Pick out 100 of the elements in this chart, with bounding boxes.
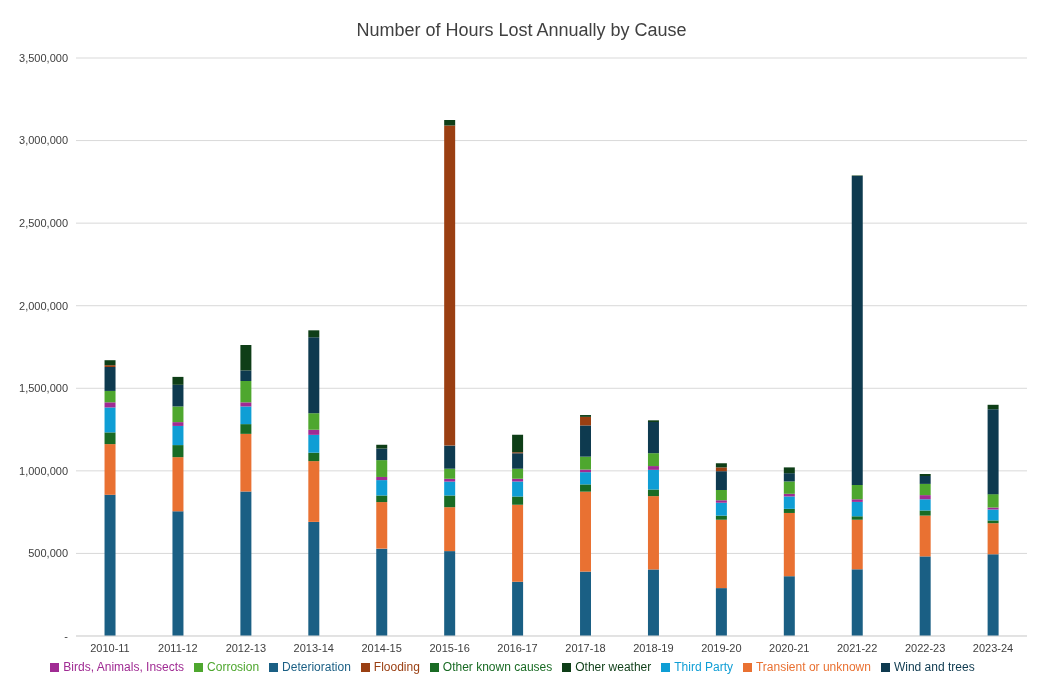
bar xyxy=(783,496,795,509)
bar xyxy=(240,370,252,382)
bar xyxy=(512,453,524,469)
x-tick-label: 2015-16 xyxy=(429,641,470,654)
bar xyxy=(308,452,320,462)
bar xyxy=(104,360,116,366)
bar xyxy=(512,468,524,479)
bar xyxy=(512,481,524,497)
bar xyxy=(172,384,184,407)
bar xyxy=(104,390,116,403)
bar xyxy=(240,402,252,407)
bar xyxy=(104,402,116,408)
bar xyxy=(308,461,320,522)
bar xyxy=(308,337,320,414)
bar xyxy=(783,481,795,494)
bar xyxy=(783,512,795,577)
bar xyxy=(987,494,999,508)
x-tick-label: 2012-13 xyxy=(225,641,267,654)
bar xyxy=(376,502,388,549)
y-tick-label: 2,000,000 xyxy=(19,299,68,312)
bar xyxy=(172,425,184,446)
bar xyxy=(987,409,999,495)
bar xyxy=(104,494,116,636)
bar xyxy=(580,472,592,485)
bar xyxy=(444,478,456,482)
bar xyxy=(240,406,252,425)
legend-label: Other weather xyxy=(575,660,652,674)
bar xyxy=(444,507,456,552)
bar xyxy=(444,468,456,479)
bar xyxy=(987,554,999,636)
x-tick-label: 2011-12 xyxy=(158,641,198,654)
y-tick-label: - xyxy=(64,629,69,642)
bar xyxy=(580,571,592,636)
bar xyxy=(512,434,524,453)
bar xyxy=(240,381,252,403)
bar xyxy=(647,466,659,470)
bar xyxy=(444,120,456,126)
bar xyxy=(240,433,252,492)
x-tick-label: 2014-15 xyxy=(361,641,402,654)
bar xyxy=(987,404,999,410)
bar xyxy=(444,445,456,469)
bar xyxy=(512,504,524,582)
bar xyxy=(851,499,863,502)
bar xyxy=(647,421,659,454)
bar xyxy=(783,473,795,482)
bar xyxy=(647,489,659,497)
y-tick-label: 500,000 xyxy=(28,547,68,560)
bar xyxy=(308,521,320,636)
legend-label: Other known causes xyxy=(442,660,553,674)
x-tick-label: 2021-22 xyxy=(836,641,878,654)
legend-label: Flooding xyxy=(373,660,420,674)
y-tick-label: 2,500,000 xyxy=(19,217,68,230)
x-tick-label: 2017-18 xyxy=(565,641,606,654)
bar xyxy=(715,490,727,501)
bar xyxy=(851,519,863,570)
x-tick-label: 2016-17 xyxy=(497,641,538,654)
bar xyxy=(715,588,727,636)
legend-label: Deterioration xyxy=(282,660,351,674)
legend-label: Third Party xyxy=(674,660,733,674)
bar xyxy=(647,569,659,636)
bar xyxy=(987,509,999,521)
bar xyxy=(512,496,524,505)
bar xyxy=(715,519,727,589)
y-tick-label: 1,500,000 xyxy=(19,382,68,395)
bar xyxy=(851,176,863,485)
bar xyxy=(783,508,795,513)
bar xyxy=(444,551,456,636)
bar xyxy=(172,406,184,423)
bar xyxy=(104,432,116,445)
y-tick-label: 3,500,000 xyxy=(19,51,68,64)
legend-label: Birds, Animals, Insects xyxy=(63,660,185,674)
bar xyxy=(987,520,999,524)
bar xyxy=(715,502,727,516)
bar xyxy=(783,467,795,474)
bar xyxy=(987,523,999,555)
bar xyxy=(919,495,931,500)
bar xyxy=(104,444,116,495)
bar xyxy=(512,478,524,482)
bar xyxy=(376,460,388,477)
bar xyxy=(783,576,795,636)
bar xyxy=(647,496,659,570)
x-tick-label: 2013-14 xyxy=(293,641,334,654)
bar xyxy=(919,483,931,496)
bar xyxy=(308,434,320,453)
x-tick-label: 2019-20 xyxy=(701,641,742,654)
bar xyxy=(444,481,456,496)
bar xyxy=(851,516,863,520)
legend-label: Corrosion xyxy=(207,660,260,674)
x-tick-label: 2023-24 xyxy=(972,641,1014,654)
bar xyxy=(715,463,727,468)
x-tick-label: 2010-11 xyxy=(90,641,130,654)
x-tick-label: 2018-19 xyxy=(633,641,674,654)
bar xyxy=(172,457,184,512)
x-tick-label: 2020-21 xyxy=(769,641,810,654)
bar xyxy=(308,413,320,430)
bar xyxy=(308,330,320,338)
bar xyxy=(240,491,252,636)
x-tick-label: 2022-23 xyxy=(904,641,946,654)
bar xyxy=(580,456,592,470)
bar xyxy=(104,366,116,391)
